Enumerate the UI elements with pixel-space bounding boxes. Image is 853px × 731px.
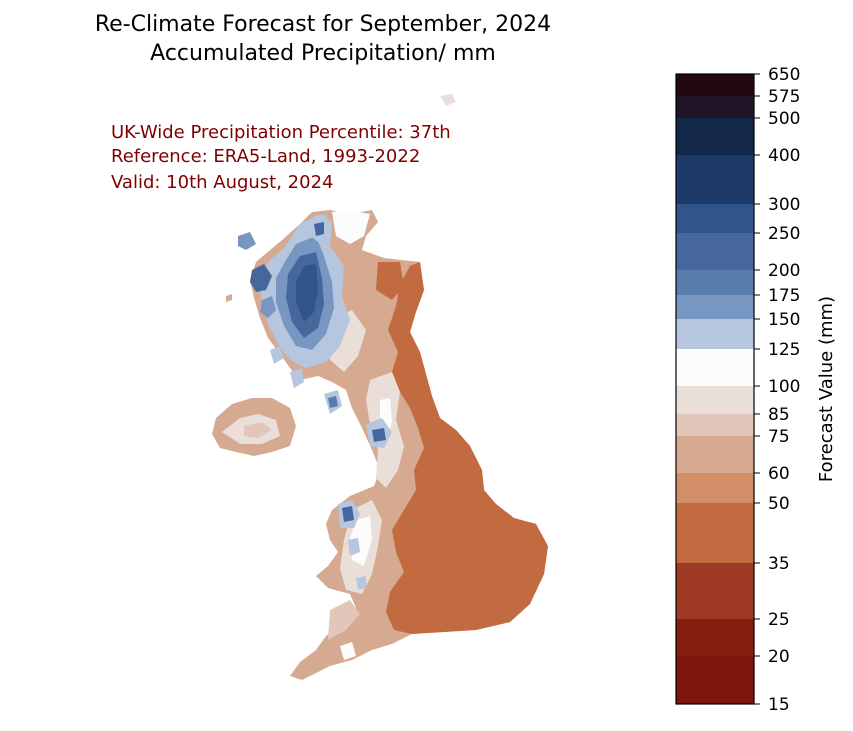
valid-date-annotation: Valid: 10th August, 2024	[111, 172, 334, 193]
colorbar-tick-label: 500	[768, 109, 800, 129]
colorbar-tick-label: 175	[768, 286, 800, 306]
colorbar-tick-label: 75	[768, 427, 790, 447]
colorbar-band	[676, 619, 754, 656]
colorbar-tick-label: 25	[768, 610, 790, 630]
colorbar-tick-label: 60	[768, 464, 790, 484]
colorbar-band	[676, 155, 754, 204]
colorbar-label: Forecast Value (mm)	[816, 296, 837, 482]
colorbar-band	[676, 503, 754, 563]
colorbar-tick-label: 20	[768, 647, 790, 667]
colorbar-band	[676, 349, 754, 386]
colorbar-tick-label: 300	[768, 195, 800, 215]
colorbar-frame	[675, 73, 755, 705]
colorbar-band	[676, 319, 754, 349]
colorbar-tick-label: 85	[768, 405, 790, 425]
colorbar-band	[676, 118, 754, 155]
percentile-annotation: UK-Wide Precipitation Percentile: 37th	[111, 122, 451, 143]
uk-precipitation-map	[212, 94, 548, 680]
colorbar-tick-label: 575	[768, 87, 800, 107]
colorbar-tick-label: 35	[768, 554, 790, 574]
colorbar-band	[676, 96, 754, 118]
map-subtitle: Accumulated Precipitation/ mm	[150, 41, 496, 66]
colorbar-tick-label: 50	[768, 494, 790, 514]
colorbar-band	[676, 295, 754, 319]
colorbar-tick-label: 200	[768, 261, 800, 281]
colorbar-tick-label: 250	[768, 224, 800, 244]
colorbar-band	[676, 414, 754, 436]
map-title: Re-Climate Forecast for September, 2024	[94, 12, 552, 37]
colorbar-tick-label: 125	[768, 340, 800, 360]
colorbar-tick-label: 100	[768, 377, 800, 397]
colorbar-band	[676, 233, 754, 270]
colorbar-tick-label: 650	[768, 65, 800, 85]
england-dry-region	[386, 262, 548, 634]
colorbar-band	[676, 436, 754, 473]
colorbar-band	[676, 270, 754, 295]
colorbar-tick-label: 400	[768, 146, 800, 166]
colorbar-band	[676, 563, 754, 619]
colorbar-band	[676, 386, 754, 414]
colorbar-bands	[676, 74, 754, 704]
colorbar-band	[676, 656, 754, 704]
colorbar-tick-label: 15	[768, 695, 790, 715]
colorbar-band	[676, 204, 754, 233]
colorbar-tick-label: 150	[768, 310, 800, 330]
reference-annotation: Reference: ERA5-Land, 1993-2022	[111, 146, 421, 167]
colorbar-band	[676, 473, 754, 503]
colorbar-band	[676, 74, 754, 96]
